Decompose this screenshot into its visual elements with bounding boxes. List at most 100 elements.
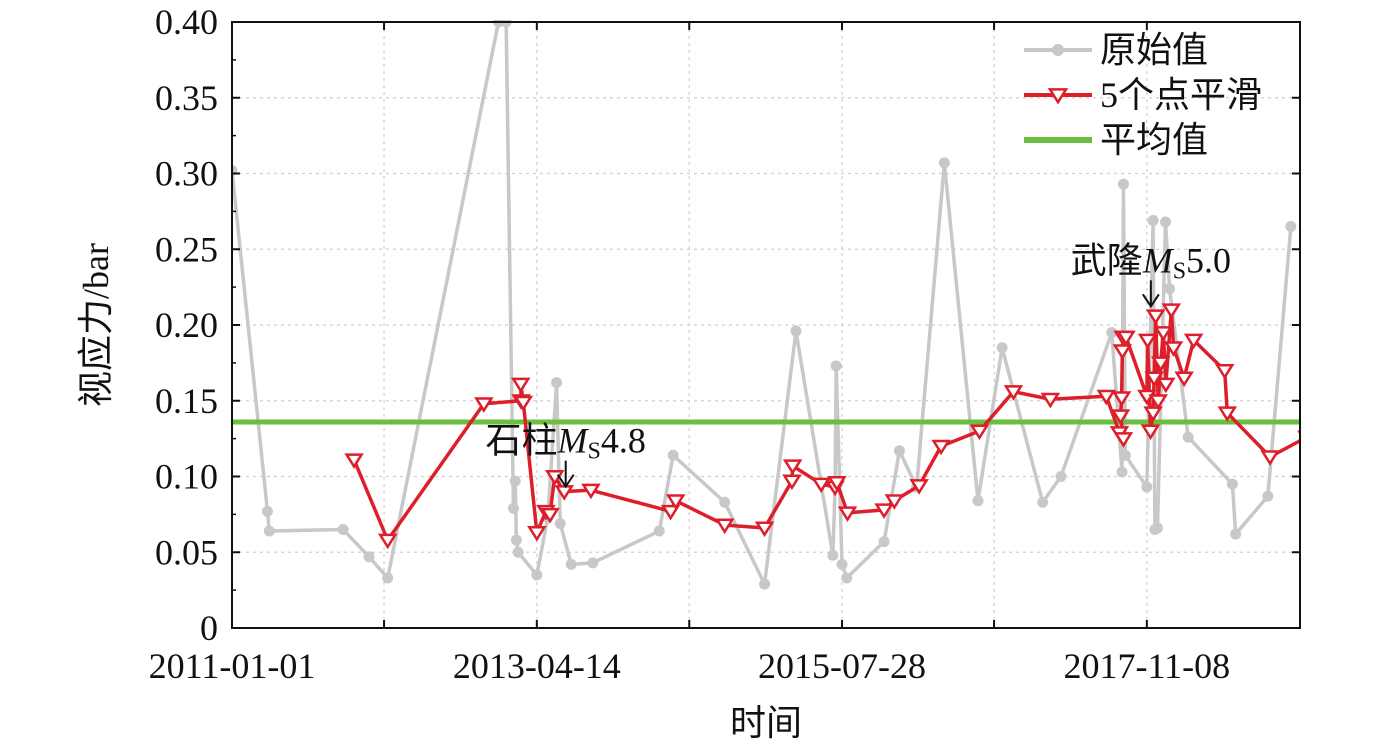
legend-marker-smooth bbox=[1047, 88, 1069, 105]
legend-item-raw: 原始值 bbox=[1024, 30, 1208, 70]
raw-point bbox=[996, 342, 1008, 354]
smooth-point bbox=[377, 533, 398, 550]
legend-label-raw: 原始值 bbox=[1100, 30, 1208, 70]
smooth-point bbox=[1116, 330, 1136, 347]
smooth-point bbox=[1174, 371, 1194, 388]
smooth-point bbox=[754, 521, 775, 538]
annotation-label: 武隆MS5.0 bbox=[1071, 240, 1231, 284]
y-tick-label: 0.15 bbox=[155, 381, 218, 421]
x-tick-label: 2013-04-14 bbox=[453, 646, 621, 686]
smooth-point bbox=[931, 439, 951, 456]
y-tick-label: 0 bbox=[200, 608, 218, 648]
legend-item-smooth: 5个点平滑 bbox=[1024, 75, 1262, 115]
smooth-point bbox=[1113, 432, 1134, 448]
annotation-prefix: 武隆 bbox=[1071, 240, 1143, 280]
smooth-point bbox=[1112, 344, 1133, 360]
raw-point bbox=[1164, 283, 1176, 295]
legend-label-smooth: 5个点平滑 bbox=[1100, 75, 1262, 115]
y-tick-label: 0.10 bbox=[155, 457, 218, 497]
smooth-point bbox=[1161, 303, 1182, 319]
raw-point bbox=[938, 157, 950, 169]
raw-point bbox=[667, 449, 679, 461]
y-tick-labels: 0 0.05 0.10 0.15 0.20 0.25 0.30 0.35 0.40 bbox=[155, 2, 218, 648]
raw-point bbox=[830, 360, 842, 372]
smooth-point bbox=[1156, 377, 1176, 394]
y-tick-label: 0.05 bbox=[155, 532, 218, 572]
raw-point bbox=[1159, 216, 1171, 228]
smooth-point bbox=[714, 518, 735, 535]
smooth-point bbox=[510, 377, 531, 394]
raw-point bbox=[510, 534, 522, 546]
raw-point bbox=[1037, 496, 1049, 508]
raw-point bbox=[759, 578, 771, 590]
x-tick-label: 2011-01-01 bbox=[149, 646, 316, 686]
raw-point bbox=[1106, 327, 1118, 339]
raw-point bbox=[653, 525, 665, 537]
smooth-point bbox=[540, 507, 560, 524]
annotation-magnitude-symbol: M bbox=[1142, 240, 1175, 280]
raw-point bbox=[827, 549, 839, 561]
smooth-point bbox=[344, 453, 364, 469]
raw-point bbox=[1116, 466, 1128, 478]
x-tick-label: 2015-07-28 bbox=[758, 646, 926, 686]
raw-point bbox=[841, 572, 853, 584]
raw-point bbox=[1262, 490, 1274, 502]
raw-point bbox=[261, 505, 273, 517]
raw-point bbox=[507, 502, 519, 514]
raw-point bbox=[1119, 449, 1131, 461]
raw-point bbox=[565, 558, 577, 570]
smooth-point bbox=[1214, 363, 1235, 380]
raw-point bbox=[893, 445, 905, 457]
raw-point bbox=[551, 377, 563, 389]
smooth-point bbox=[909, 479, 929, 495]
x-tick-labels: 2011-01-01 2013-04-14 2015-07-28 2017-11-08 bbox=[149, 646, 1230, 686]
annotation-label: 石柱MS4.8 bbox=[486, 421, 646, 465]
y-axis-title: 视应力/bar bbox=[76, 243, 116, 407]
smooth-point bbox=[581, 483, 601, 500]
raw-point bbox=[1141, 481, 1153, 493]
raw-point bbox=[1285, 221, 1297, 233]
raw-point bbox=[1055, 471, 1067, 482]
annotation-magnitude: 5.0 bbox=[1186, 240, 1231, 280]
smooth-point bbox=[1111, 391, 1132, 407]
smooth-point bbox=[1003, 385, 1024, 401]
smooth-point bbox=[827, 476, 847, 492]
raw-point bbox=[836, 558, 848, 570]
legend-label-mean: 平均值 bbox=[1100, 120, 1208, 160]
raw-point bbox=[363, 551, 375, 563]
gridlines bbox=[232, 22, 1300, 628]
annotation-1: 石柱MS4.8 bbox=[486, 421, 646, 489]
y-tick-label: 0.30 bbox=[155, 154, 218, 194]
smooth-point bbox=[1183, 333, 1204, 350]
smooth-point bbox=[884, 494, 905, 510]
raw-point bbox=[337, 524, 349, 536]
series-smooth bbox=[344, 303, 1300, 550]
legend-item-mean: 平均值 bbox=[1024, 120, 1208, 160]
smooth-point bbox=[1096, 389, 1117, 406]
smooth-point bbox=[1150, 356, 1171, 372]
raw-point bbox=[972, 495, 984, 507]
smooth-point bbox=[1297, 430, 1300, 436]
smooth-point bbox=[554, 485, 574, 501]
annotation-magnitude-symbol: M bbox=[557, 421, 590, 461]
raw-point bbox=[587, 557, 599, 569]
smooth-point bbox=[1148, 394, 1168, 410]
annotation-subscript: S bbox=[588, 439, 601, 465]
axis-ticks bbox=[231, 21, 1300, 629]
raw-point bbox=[263, 525, 275, 537]
y-tick-label: 0.40 bbox=[155, 2, 218, 42]
smooth-point bbox=[1145, 309, 1166, 326]
smooth-point bbox=[1140, 424, 1161, 441]
y-tick-label: 0.20 bbox=[155, 305, 218, 345]
smooth-point bbox=[811, 477, 831, 494]
x-axis-title: 时间 bbox=[730, 703, 802, 743]
smooth-point bbox=[1163, 341, 1184, 357]
smooth-point bbox=[969, 424, 990, 441]
smooth-point bbox=[1217, 406, 1238, 422]
smooth-point bbox=[513, 395, 534, 412]
raw-point bbox=[509, 475, 521, 487]
annotation-magnitude: 4.8 bbox=[601, 421, 646, 461]
raw-point bbox=[512, 546, 524, 558]
smooth-point bbox=[1040, 392, 1061, 409]
